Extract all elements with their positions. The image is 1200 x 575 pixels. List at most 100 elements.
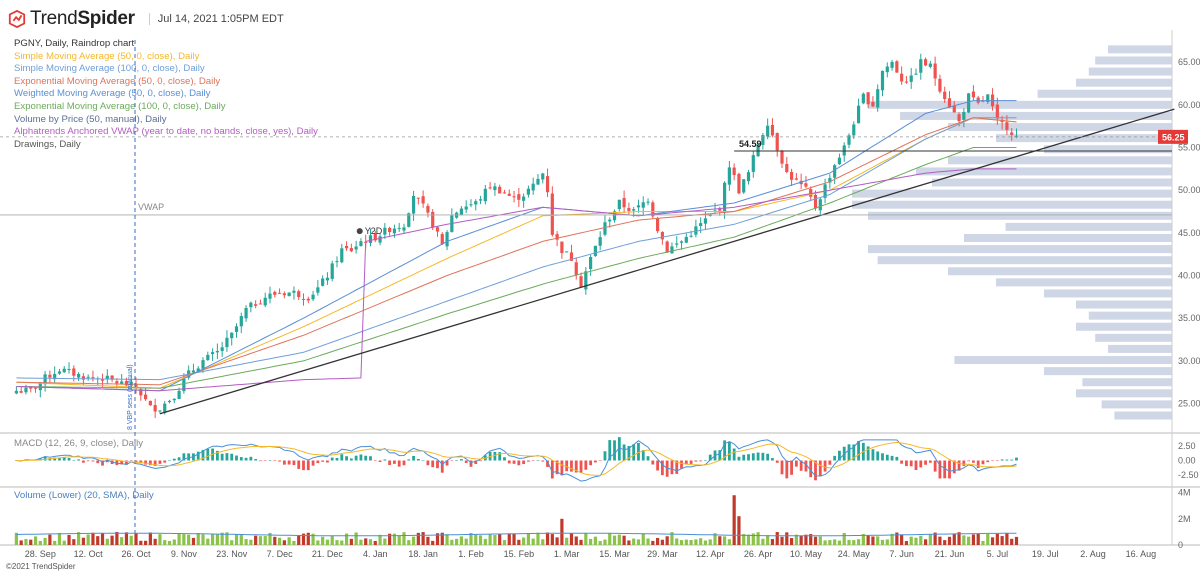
volume-bar [522, 537, 526, 545]
macd-histogram-bar [340, 454, 344, 461]
candle-body [813, 194, 818, 209]
legend-entry: Drawings, Daily [14, 138, 81, 150]
macd-histogram-bar [866, 446, 870, 461]
volume-bar [411, 536, 416, 545]
macd-histogram-bar [833, 455, 837, 461]
candle-body [880, 70, 885, 91]
date-tick-label: 9. Nov [171, 549, 198, 559]
macd-histogram-bar [460, 459, 463, 461]
volume-bar [746, 534, 751, 545]
volume-bar [220, 532, 224, 545]
candle-body [589, 256, 593, 270]
candle-body [254, 304, 258, 306]
candle-body [737, 173, 741, 194]
macd-histogram-bar [847, 444, 851, 461]
volume-bar [737, 516, 741, 545]
volume-bar [900, 534, 904, 545]
candle-body [53, 373, 57, 380]
volume-bar [799, 535, 803, 545]
moving-average-line [16, 117, 1017, 389]
candle-body [660, 231, 664, 240]
volume-bar [163, 540, 167, 545]
volume-bar [718, 536, 722, 545]
macd-histogram-bar [273, 460, 277, 462]
volume-bar [1010, 538, 1014, 545]
volume-bar [364, 538, 368, 545]
volume-tick-label: 0 [1178, 540, 1183, 550]
macd-histogram-bar [924, 460, 927, 465]
candle-body [579, 276, 583, 287]
candle-body [971, 91, 976, 98]
date-tick-label: 10. May [790, 549, 823, 559]
candle-body [316, 287, 320, 293]
volume-bar [43, 537, 47, 545]
volume-bar [306, 532, 310, 545]
macd-histogram-bar [928, 460, 932, 463]
date-tick-label: 1. Feb [458, 549, 484, 559]
candle-body [885, 66, 889, 73]
candle-body [1014, 135, 1019, 137]
date-tick-label: 2. Aug [1080, 549, 1106, 559]
macd-histogram-bar [881, 453, 884, 461]
candle-body [536, 178, 540, 185]
vbp-session-label: 8 VBP sess (manual) [127, 364, 134, 430]
volume-bar [426, 536, 430, 545]
macd-histogram-bar [704, 459, 707, 461]
volume-bar [455, 538, 459, 545]
macd-histogram-bar [287, 460, 291, 465]
volume-bar [565, 537, 569, 545]
macd-histogram-bar [498, 452, 502, 461]
macd-histogram-bar [402, 460, 406, 466]
volume-bar [96, 536, 100, 545]
macd-histogram-bar [656, 460, 659, 471]
candle-body [617, 199, 621, 210]
date-tick-label: 16. Aug [1126, 549, 1157, 559]
macd-histogram-bar [187, 453, 191, 461]
volume-bar [852, 540, 856, 545]
volume-bar [550, 534, 554, 545]
vbp-bar [868, 211, 1172, 220]
macd-histogram-bar [727, 441, 731, 461]
volume-bar [445, 534, 449, 545]
candle-body [488, 187, 492, 189]
candle-body [809, 189, 813, 197]
candle-body [890, 61, 894, 68]
volume-bar [38, 540, 42, 545]
volume-bar [244, 539, 248, 545]
volume-bar [368, 539, 373, 545]
candle-body [574, 262, 578, 275]
candle-body [57, 371, 62, 374]
candle-body [373, 233, 377, 241]
macd-histogram-bar [101, 460, 104, 466]
volume-bar [335, 540, 339, 545]
indicator-legend: PGNY, Daily, Raindrop chart Simple Moving… [14, 38, 318, 151]
candle-body [928, 63, 932, 67]
macd-histogram-bar [488, 451, 492, 461]
candle-body [230, 332, 234, 339]
macd-histogram-bar [469, 460, 473, 467]
volume-bar [526, 533, 531, 545]
candle-body [349, 248, 353, 252]
vbp-bar [1095, 56, 1172, 65]
macd-histogram-bar [335, 457, 339, 461]
vbp-bar [1044, 145, 1172, 154]
macd-histogram-bar [201, 449, 205, 461]
candle-body [871, 102, 875, 107]
legend-entry: Simple Moving Average (50, 0, close), Da… [14, 50, 200, 62]
volume-tick-label: 4M [1178, 488, 1191, 498]
volume-bar [72, 539, 76, 545]
candle-body [904, 81, 909, 83]
macd-histogram-bar [995, 460, 999, 461]
vbp-bar [1082, 378, 1172, 387]
candle-body [383, 227, 387, 235]
macd-histogram-bar [838, 450, 841, 461]
volume-bar [397, 535, 401, 545]
macd-histogram-bar [254, 459, 258, 461]
volume-bar [833, 539, 837, 545]
macd-histogram-bar [560, 460, 564, 476]
candle-body [426, 205, 430, 213]
volume-bar [254, 535, 258, 545]
macd-histogram-bar [608, 440, 612, 461]
volume-bar [545, 532, 550, 545]
